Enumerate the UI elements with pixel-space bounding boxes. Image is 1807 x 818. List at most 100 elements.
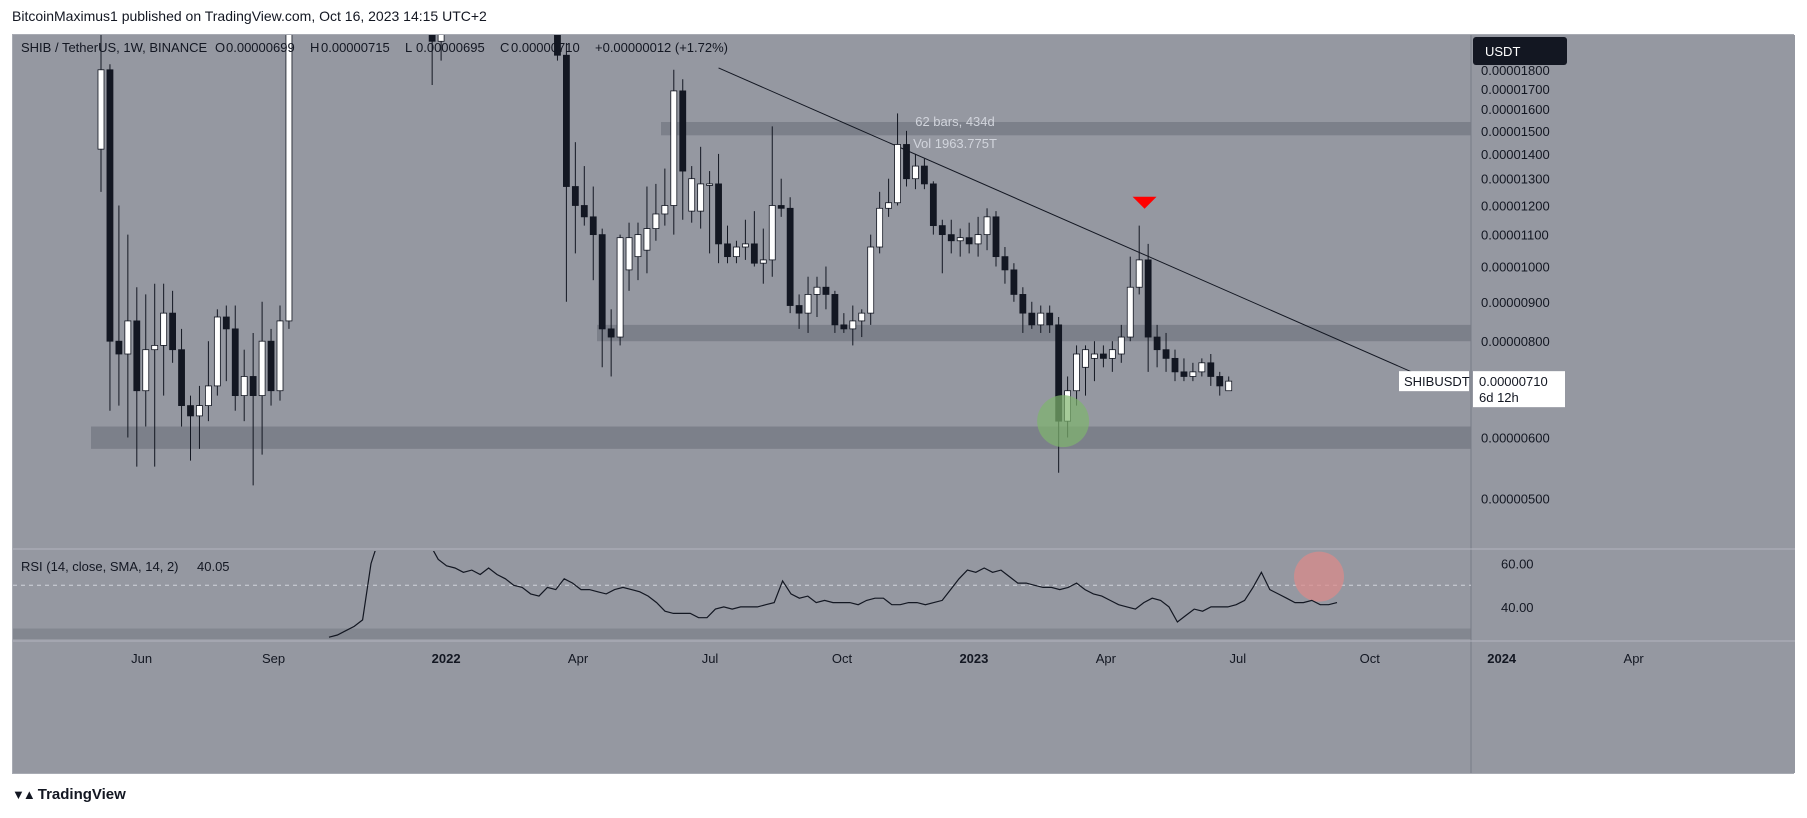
candle[interactable] xyxy=(876,207,884,248)
candle[interactable] xyxy=(983,216,991,236)
candle[interactable] xyxy=(706,183,713,186)
candle[interactable] xyxy=(142,349,150,392)
descending-trendline[interactable] xyxy=(718,67,1444,387)
candle[interactable] xyxy=(1144,259,1152,338)
candle[interactable] xyxy=(795,305,803,314)
candle[interactable] xyxy=(777,205,785,209)
candle[interactable] xyxy=(554,35,561,56)
candle[interactable] xyxy=(267,340,275,392)
candle[interactable] xyxy=(1216,376,1224,387)
candle[interactable] xyxy=(733,246,740,258)
candle[interactable] xyxy=(858,312,866,322)
candle[interactable] xyxy=(634,234,642,258)
candle[interactable] xyxy=(1153,336,1161,351)
candle[interactable] xyxy=(625,237,633,271)
candle[interactable] xyxy=(822,286,830,295)
candle[interactable] xyxy=(160,312,168,346)
candle[interactable] xyxy=(992,216,1000,258)
candle[interactable] xyxy=(1171,357,1179,373)
candle[interactable] xyxy=(867,246,875,314)
tradingview-logo[interactable]: ▼▲ TradingView xyxy=(12,786,126,803)
candle[interactable] xyxy=(598,234,606,330)
candle[interactable] xyxy=(965,237,973,245)
candle[interactable] xyxy=(688,178,696,212)
candle[interactable] xyxy=(1082,349,1089,368)
candle[interactable] xyxy=(231,328,239,397)
rsi-line[interactable] xyxy=(430,544,1338,623)
candle[interactable] xyxy=(169,312,177,351)
candle[interactable] xyxy=(1126,286,1134,338)
candle[interactable] xyxy=(580,205,588,218)
candle[interactable] xyxy=(1207,362,1215,377)
candle[interactable] xyxy=(1028,312,1036,326)
candle[interactable] xyxy=(616,237,624,338)
candle[interactable] xyxy=(428,35,436,42)
candle[interactable] xyxy=(643,228,651,251)
candle[interactable] xyxy=(133,320,141,392)
candle[interactable] xyxy=(831,294,839,326)
candle[interactable] xyxy=(571,186,579,206)
candle[interactable] xyxy=(106,69,114,342)
candle[interactable] xyxy=(1019,294,1027,314)
candle[interactable] xyxy=(1100,353,1107,359)
candle[interactable] xyxy=(849,320,857,330)
candle[interactable] xyxy=(589,216,597,236)
candle[interactable] xyxy=(894,144,901,204)
candle[interactable] xyxy=(285,35,293,322)
candle[interactable] xyxy=(750,243,758,264)
candle[interactable] xyxy=(240,376,248,397)
candle[interactable] xyxy=(437,35,445,42)
candle[interactable] xyxy=(563,54,570,187)
candle[interactable] xyxy=(258,340,266,397)
candle[interactable] xyxy=(151,345,159,351)
candle[interactable] xyxy=(1010,269,1018,295)
candle[interactable] xyxy=(607,328,615,338)
candle[interactable] xyxy=(912,165,919,180)
candle[interactable] xyxy=(1135,259,1143,288)
candle[interactable] xyxy=(1162,349,1170,359)
candle[interactable] xyxy=(768,205,776,261)
candle[interactable] xyxy=(974,234,982,245)
candle[interactable] xyxy=(947,234,955,242)
candle[interactable] xyxy=(1001,256,1009,271)
candle[interactable] xyxy=(222,316,230,330)
candle[interactable] xyxy=(903,144,910,180)
candle[interactable] xyxy=(759,259,767,264)
candle[interactable] xyxy=(679,90,687,172)
chart-svg[interactable]: 62 bars, 434d Vol 1963.775T 0.00000500 0.0… xyxy=(13,35,1795,775)
candle[interactable] xyxy=(115,340,123,355)
candle[interactable] xyxy=(921,165,928,185)
candle[interactable] xyxy=(929,183,937,227)
candle[interactable] xyxy=(1037,312,1045,326)
candle[interactable] xyxy=(742,243,749,248)
chart-frame[interactable]: 62 bars, 434d Vol 1963.775T 0.00000500 0.0… xyxy=(12,34,1795,775)
candle[interactable] xyxy=(697,183,705,212)
candle[interactable] xyxy=(1117,336,1125,355)
candle[interactable] xyxy=(187,405,194,417)
candle[interactable] xyxy=(1198,362,1206,373)
candle[interactable] xyxy=(124,320,132,355)
candle[interactable] xyxy=(1189,371,1197,377)
candle[interactable] xyxy=(178,349,185,406)
candle[interactable] xyxy=(276,320,284,392)
candle[interactable] xyxy=(938,225,946,236)
candle[interactable] xyxy=(1046,312,1054,326)
candle[interactable] xyxy=(661,205,669,215)
currency-button[interactable] xyxy=(1473,37,1567,65)
candle[interactable] xyxy=(1091,353,1098,359)
rsi-line[interactable] xyxy=(328,538,379,638)
candle[interactable] xyxy=(724,243,731,258)
candle[interactable] xyxy=(1108,349,1116,359)
candle[interactable] xyxy=(804,294,812,314)
candle[interactable] xyxy=(786,207,794,306)
candle[interactable] xyxy=(956,237,964,242)
candle[interactable] xyxy=(670,90,678,206)
candle[interactable] xyxy=(213,316,221,387)
candle[interactable] xyxy=(715,183,722,245)
candle[interactable] xyxy=(1180,371,1188,377)
candle[interactable] xyxy=(1225,380,1233,392)
candle[interactable] xyxy=(249,376,257,397)
candle[interactable] xyxy=(1073,353,1080,392)
candle[interactable] xyxy=(97,69,105,150)
candle[interactable] xyxy=(204,385,212,406)
